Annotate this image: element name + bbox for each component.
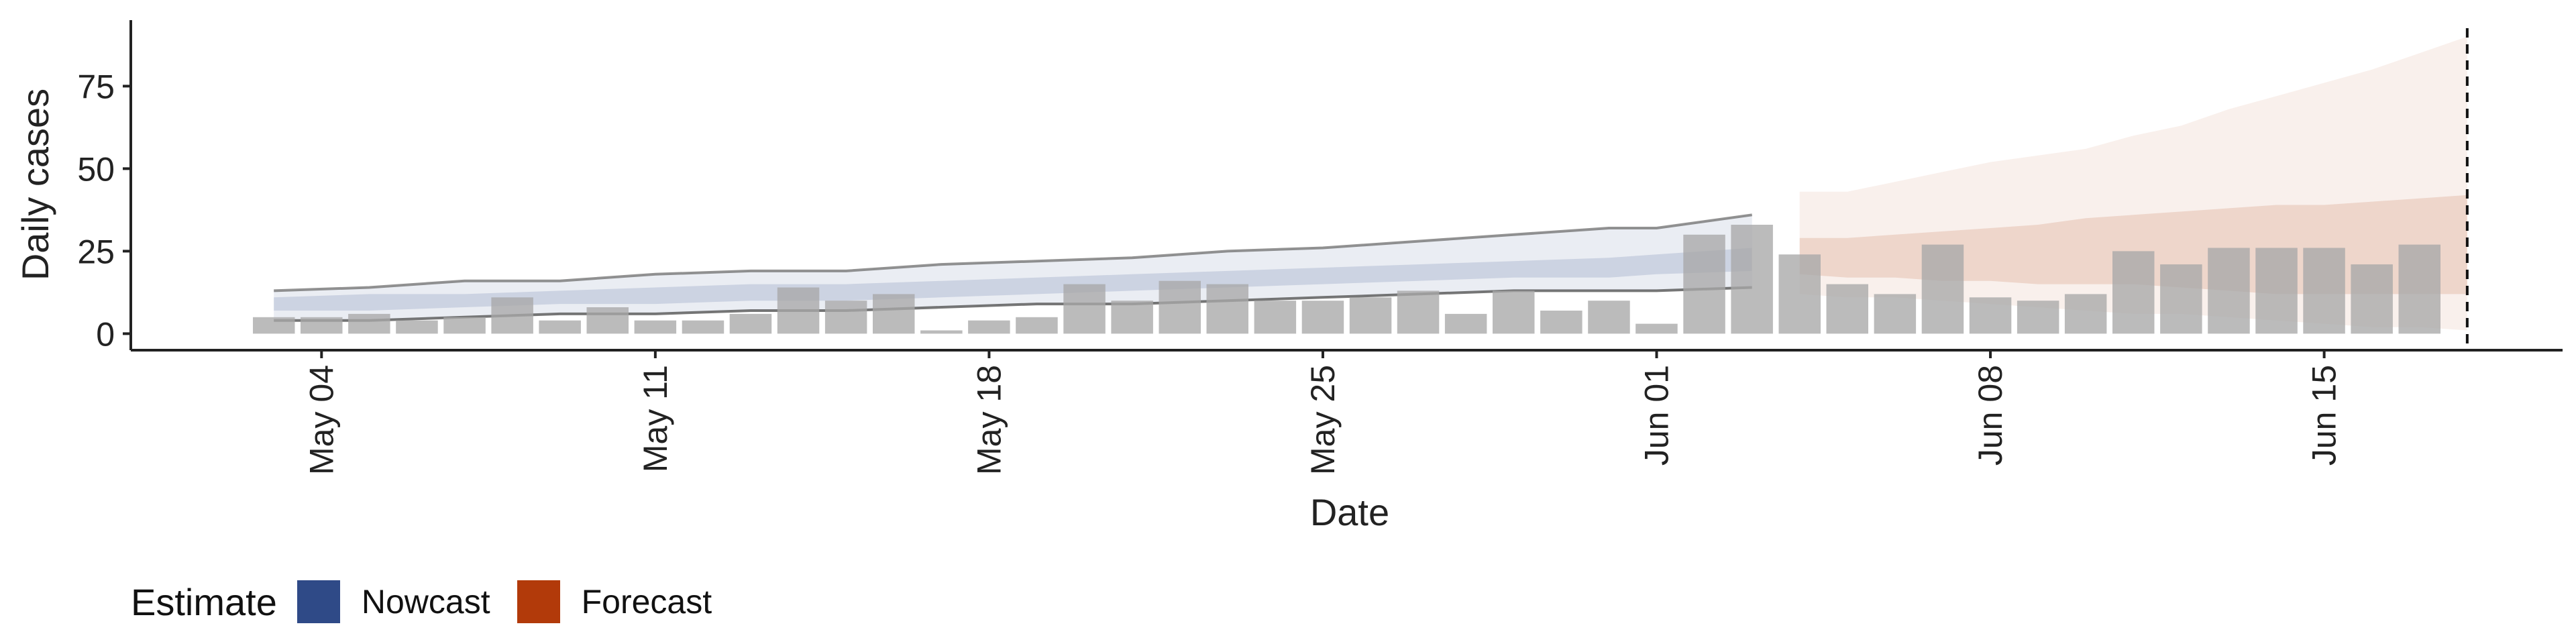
case-bar bbox=[2112, 251, 2155, 334]
legend-item-forecast: Forecast bbox=[517, 580, 712, 623]
case-bar bbox=[348, 313, 390, 334]
nowcast-band-50 bbox=[274, 248, 1752, 311]
case-bar bbox=[1206, 284, 1248, 334]
case-bar bbox=[301, 317, 343, 334]
case-bar bbox=[1254, 301, 1297, 334]
x-tick-label: May 11 bbox=[637, 365, 674, 472]
case-bar bbox=[824, 301, 867, 334]
case-bar bbox=[777, 287, 820, 334]
axes: 0 25 50 75 May 04 May 11 May 18 May 25 Jun 01 Jun… bbox=[77, 20, 2563, 475]
y-axis-title: Daily cases bbox=[14, 89, 56, 280]
case-bar bbox=[253, 317, 295, 334]
legend-label-nowcast: Nowcast bbox=[361, 583, 490, 621]
case-bar bbox=[634, 320, 677, 334]
case-bar bbox=[1493, 290, 1535, 334]
case-bar bbox=[1588, 301, 1630, 334]
case-bar bbox=[729, 313, 772, 334]
case-bar bbox=[1683, 234, 1725, 334]
legend-swatch-forecast bbox=[517, 580, 560, 623]
case-bar bbox=[1111, 301, 1153, 334]
x-tick-label: Jun 08 bbox=[1972, 365, 2009, 466]
x-tick-label: May 18 bbox=[970, 365, 1008, 475]
case-bar bbox=[1635, 323, 1678, 334]
case-bar bbox=[1731, 225, 1773, 334]
case-bar bbox=[1874, 294, 1917, 334]
case-bar bbox=[2017, 301, 2059, 334]
y-tick-label: 0 bbox=[96, 315, 115, 353]
case-bar bbox=[1349, 297, 1392, 334]
case-bar bbox=[1969, 297, 2012, 334]
x-tick-label: Jun 15 bbox=[2306, 365, 2343, 466]
case-bars bbox=[253, 225, 2440, 334]
x-tick-label: Jun 01 bbox=[1638, 365, 1676, 466]
case-bar bbox=[491, 297, 533, 334]
legend-title: Estimate bbox=[131, 580, 277, 623]
case-bar bbox=[2064, 294, 2107, 334]
case-bar bbox=[586, 307, 629, 334]
case-bar bbox=[2398, 244, 2440, 334]
nowcast-upper-line bbox=[274, 213, 1752, 292]
case-bar bbox=[396, 320, 438, 334]
case-bar bbox=[443, 317, 486, 334]
case-bar bbox=[2208, 248, 2250, 334]
y-tick-label: 50 bbox=[77, 150, 115, 188]
case-bar bbox=[1778, 254, 1821, 334]
case-bar bbox=[1063, 284, 1106, 334]
case-bar bbox=[1444, 313, 1487, 334]
y-tick-label: 75 bbox=[77, 68, 115, 105]
case-bar bbox=[2255, 248, 2298, 334]
y-tick-label: 25 bbox=[77, 233, 115, 270]
case-bar bbox=[920, 330, 963, 334]
case-bar bbox=[1540, 311, 1582, 334]
legend: Estimate Nowcast Forecast bbox=[131, 578, 739, 625]
case-bar bbox=[2351, 264, 2393, 334]
case-bar bbox=[539, 320, 581, 334]
legend-item-nowcast: Nowcast bbox=[297, 580, 490, 623]
case-bar bbox=[1159, 280, 1201, 334]
x-axis-title: Date bbox=[1310, 491, 1389, 533]
estimate-bands bbox=[274, 36, 2467, 331]
case-bar bbox=[1301, 301, 1344, 334]
case-bar bbox=[968, 320, 1010, 334]
case-bar bbox=[682, 320, 724, 334]
case-bar bbox=[1921, 244, 1964, 334]
case-bar bbox=[2160, 264, 2202, 334]
legend-label-forecast: Forecast bbox=[581, 583, 712, 621]
case-bar bbox=[1397, 290, 1440, 334]
case-bar bbox=[2303, 248, 2345, 334]
case-bar bbox=[1826, 284, 1868, 334]
x-tick-label: May 25 bbox=[1304, 365, 1342, 475]
forecast-band-50 bbox=[1799, 195, 2467, 294]
case-bar bbox=[873, 294, 915, 334]
case-bar bbox=[1016, 317, 1058, 334]
legend-swatch-nowcast bbox=[297, 580, 340, 623]
forecast-band-90 bbox=[1799, 36, 2467, 331]
x-tick-label: May 04 bbox=[303, 365, 340, 475]
